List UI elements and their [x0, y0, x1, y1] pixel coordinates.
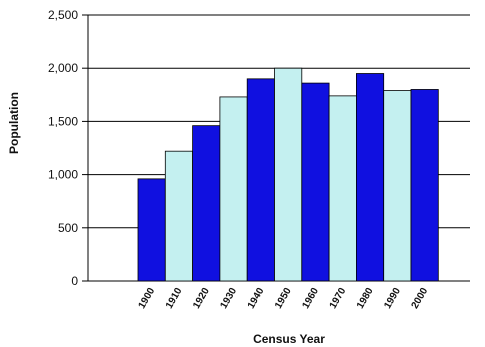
bar-1930 — [219, 96, 248, 282]
y-tick-label: 500 — [58, 221, 78, 235]
bar-1920 — [192, 125, 221, 282]
bar-1950 — [274, 67, 303, 282]
x-tick-labels: 1900 1910 1920 1930 1940 1950 1960 1970 1980 1990… — [137, 286, 431, 311]
x-tick-label: 1970 — [328, 286, 349, 311]
bar-1960 — [301, 82, 330, 282]
bar-1940 — [246, 78, 275, 282]
y-axis-label: Population — [7, 92, 21, 154]
x-tick-label: 1920 — [191, 286, 212, 311]
bar-1970 — [328, 95, 357, 282]
x-axis-label: Census Year — [253, 332, 325, 346]
bar-1910 — [164, 150, 194, 282]
bar-2000 — [410, 89, 439, 282]
x-tick-label: 2000 — [410, 286, 431, 311]
x-tick-label: 1910 — [164, 286, 185, 311]
y-tick-label: 1,500 — [48, 114, 78, 128]
x-tick-label: 1900 — [137, 286, 158, 311]
y-tick-label: 2,500 — [48, 8, 78, 22]
x-tick-label: 1930 — [218, 286, 239, 311]
y-tick-label: 0 — [71, 274, 78, 288]
bar-1990 — [383, 90, 412, 282]
bar-1980 — [355, 73, 385, 282]
x-tick-label: 1950 — [273, 286, 294, 311]
bar-1900 — [137, 178, 166, 282]
x-tick-label: 1940 — [246, 286, 267, 311]
bars — [137, 67, 439, 282]
y-tick-label: 1,000 — [48, 168, 78, 182]
x-tick-label: 1990 — [382, 286, 403, 311]
x-tick-label: 1960 — [300, 286, 321, 311]
y-tick-labels: 0 500 1,000 1,500 2,000 2,500 — [48, 8, 78, 288]
x-tick-label: 1980 — [355, 286, 376, 311]
y-tick-label: 2,000 — [48, 61, 78, 75]
